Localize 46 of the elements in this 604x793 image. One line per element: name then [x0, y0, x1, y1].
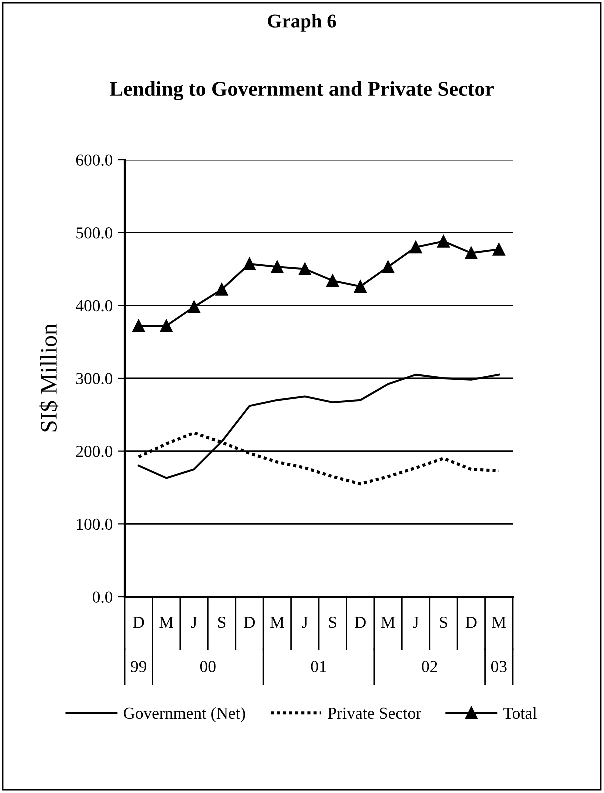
x-tick-label: M — [160, 617, 174, 628]
text: 00 — [200, 661, 216, 672]
y-tick-label: 100.0 — [77, 518, 113, 530]
x-tick-label: M — [492, 617, 506, 628]
point — [298, 263, 312, 276]
point — [354, 280, 367, 293]
text: 99 — [131, 661, 147, 672]
x-tick-label: M — [381, 617, 396, 628]
chart-title: Graph 6 — [268, 14, 336, 32]
x-tick-label: D — [133, 617, 144, 628]
y-axis-title: SI$ Million — [40, 324, 59, 432]
y-tick-label: 500.0 — [76, 228, 113, 239]
x-tick-label: J — [191, 617, 198, 628]
text: 01 — [311, 661, 326, 672]
x-tick-label: J — [413, 617, 419, 628]
y-tick-label: 300.0 — [76, 373, 113, 385]
x-tick-label: D — [244, 617, 256, 628]
point — [410, 241, 422, 254]
x-tick-label: J — [302, 617, 308, 628]
y-tick-label: 0.0 — [92, 592, 113, 604]
legend-label: Total — [504, 707, 537, 720]
legend-label: Government (Net) — [124, 707, 246, 722]
point — [465, 246, 478, 260]
point — [492, 243, 506, 256]
x-tick-label: S — [329, 616, 336, 628]
x-tick-label: D — [355, 617, 366, 628]
point — [271, 260, 284, 274]
text: 03 — [491, 661, 507, 672]
y-tick-label: 200.0 — [76, 446, 113, 458]
point — [326, 274, 340, 288]
chart-subtitle: Lending to Government and Private Sector — [110, 81, 494, 101]
text: 02 — [422, 661, 438, 672]
x-tick-label: D — [466, 617, 477, 628]
point — [243, 258, 256, 270]
point — [382, 260, 395, 274]
x-tick-label: S — [440, 616, 448, 628]
x-tick-label: M — [270, 617, 284, 628]
y-tick-label: 600.0 — [76, 154, 113, 166]
y-tick-label: 400.0 — [76, 300, 113, 312]
point — [216, 283, 228, 296]
point — [188, 300, 201, 314]
legend-label: Private Sector — [328, 708, 422, 720]
point — [160, 320, 173, 332]
point — [437, 235, 450, 248]
x-tick-label: S — [218, 616, 226, 628]
point — [132, 320, 146, 332]
